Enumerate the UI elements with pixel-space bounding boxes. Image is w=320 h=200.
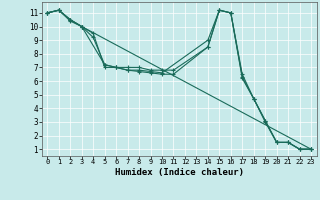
X-axis label: Humidex (Indice chaleur): Humidex (Indice chaleur) <box>115 168 244 177</box>
